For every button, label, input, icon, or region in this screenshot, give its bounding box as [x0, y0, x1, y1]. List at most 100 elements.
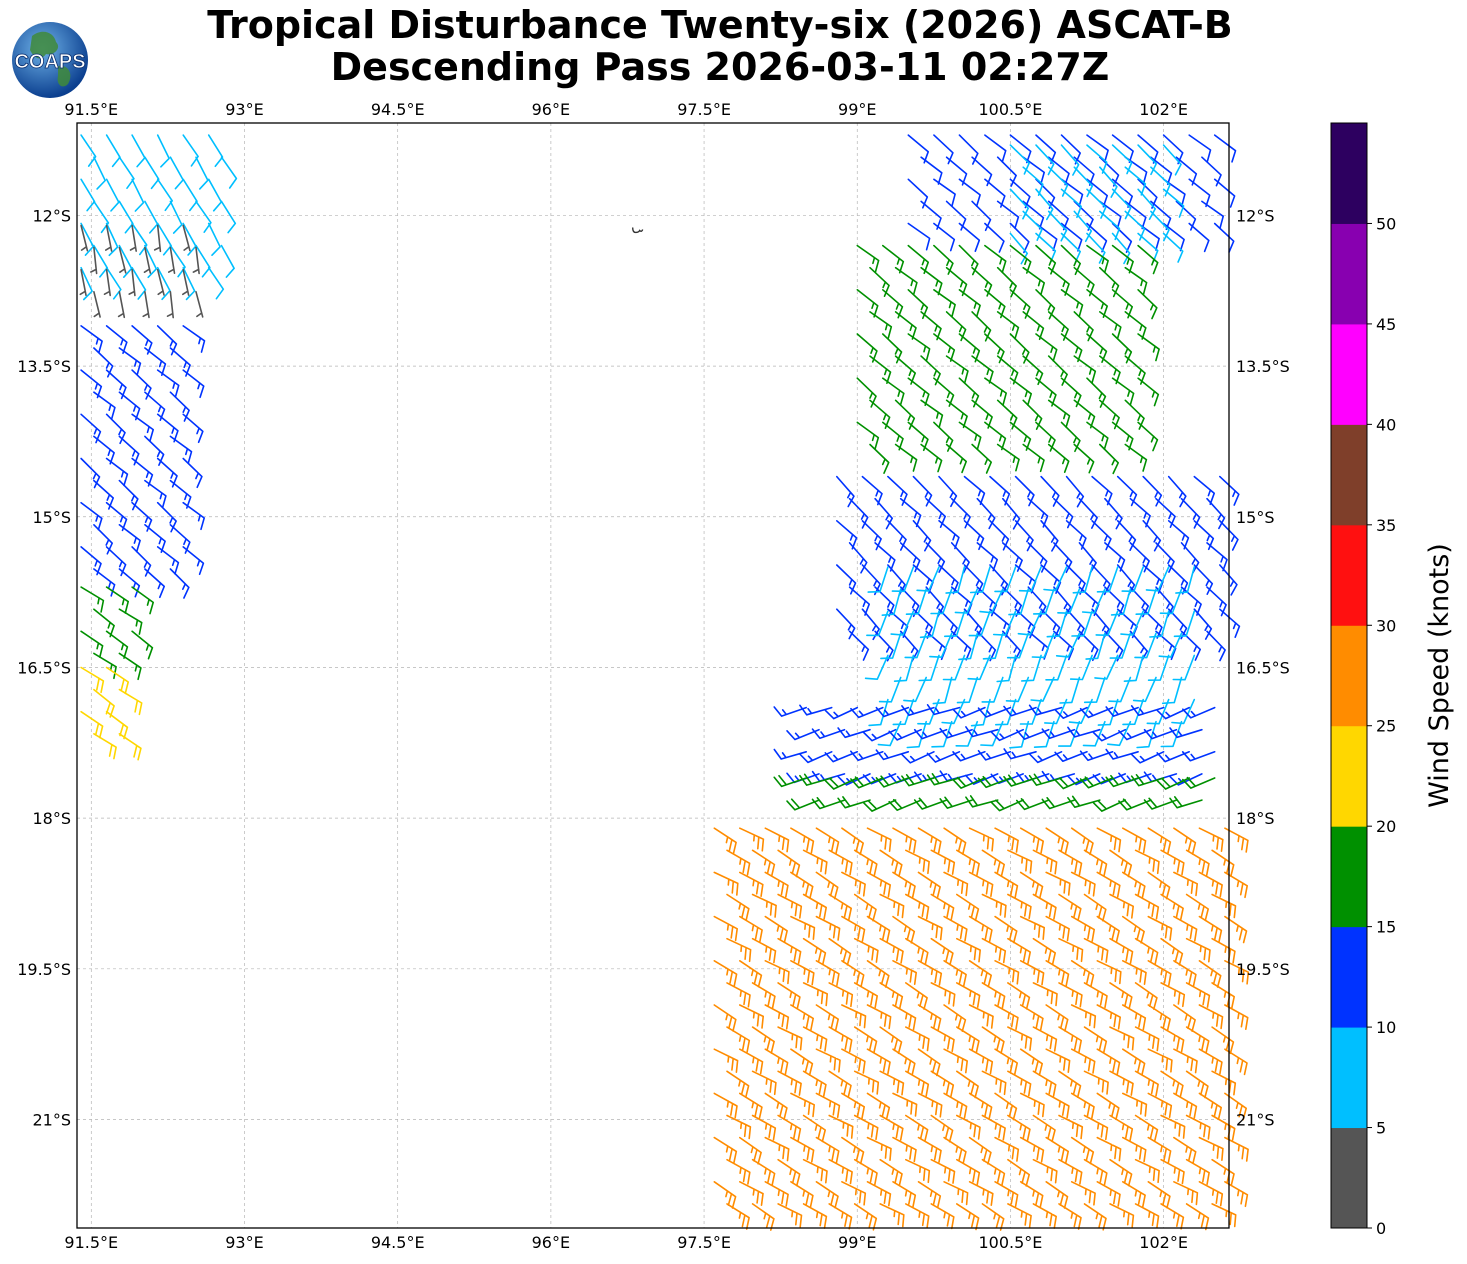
wind-barb [968, 960, 992, 988]
wind-barb [994, 960, 1020, 985]
wind-barb [1009, 720, 1030, 749]
wind-barb [773, 748, 807, 760]
wind-barb [1032, 1158, 1058, 1184]
lon-label-top: 100.5°E [978, 100, 1042, 119]
wind-barb [1073, 355, 1097, 384]
wind-barb [156, 178, 173, 212]
wind-barb [80, 666, 105, 694]
wind-barb [1185, 982, 1211, 1008]
lat-label-left: 16.5°S [17, 658, 71, 677]
wind-barb [1022, 399, 1043, 430]
wind-barb [1150, 166, 1171, 197]
wind-barb [1014, 475, 1035, 507]
wind-barb [1070, 915, 1095, 942]
wind-barb [739, 1092, 763, 1120]
wind-barb [131, 413, 154, 442]
wind-barb [1175, 200, 1197, 231]
wind-barb [882, 333, 903, 364]
wind-barb [1188, 222, 1210, 253]
wind-barb [836, 564, 857, 595]
wind-barb [968, 827, 994, 852]
wind-barb [777, 893, 803, 919]
wind-barb [1143, 771, 1178, 783]
wind-barb [131, 178, 145, 212]
wind-barb [1009, 377, 1032, 406]
wind-barb [877, 720, 902, 747]
colorbar-tick-label: 0 [1376, 1219, 1386, 1238]
wind-barb [93, 688, 115, 718]
wind-barb [144, 244, 158, 279]
wind-barb [90, 246, 98, 275]
wind-barb [1198, 827, 1224, 852]
wind-barb [1122, 960, 1147, 985]
wind-barb [131, 325, 153, 355]
wind-barb [1045, 1048, 1071, 1073]
wind-barb [945, 355, 969, 384]
wind-barb [1031, 632, 1055, 659]
wind-barb [143, 246, 152, 274]
wind-barb [930, 1026, 955, 1053]
wind-barb [905, 893, 930, 920]
wind-barb [1009, 289, 1031, 319]
wind-barb [1224, 827, 1249, 853]
wind-barb [1065, 475, 1085, 508]
wind-barb [861, 475, 883, 506]
wind-barb [933, 178, 956, 207]
wind-barb [1147, 960, 1172, 987]
wind-barb [131, 369, 152, 400]
wind-barb [93, 733, 117, 760]
wind-barb [1057, 588, 1081, 614]
wind-barb [1060, 289, 1084, 318]
wind-barb [1035, 421, 1056, 452]
wind-barb [1224, 1048, 1248, 1076]
wind-barb [971, 311, 992, 342]
wind-barb [965, 795, 999, 808]
wind-barb [905, 849, 930, 875]
wind-barb [891, 566, 915, 593]
wind-barb [866, 1048, 891, 1075]
wind-barb [866, 915, 891, 943]
wind-barb [1132, 676, 1157, 703]
wind-barb [156, 325, 178, 356]
wind-barb [1198, 1136, 1224, 1161]
wind-barb [1193, 520, 1215, 551]
wind-barb [713, 827, 737, 855]
wind-barb [879, 1026, 903, 1055]
wind-barb [1206, 630, 1226, 662]
wind-barb [862, 728, 897, 742]
wind-barb [195, 200, 212, 233]
colorbar-bin [1331, 625, 1367, 727]
wind-barb [1022, 355, 1044, 386]
wind-barb [943, 871, 969, 897]
wind-barb [907, 178, 929, 209]
wind-barb [195, 291, 204, 318]
wind-barb [1092, 799, 1127, 812]
wind-barb [869, 399, 891, 429]
wind-barb [956, 1026, 980, 1054]
wind-barb [841, 915, 866, 942]
wind-barb [905, 982, 928, 1010]
wind-barb [1224, 1136, 1249, 1162]
wind-barb [1007, 982, 1031, 1010]
wind-barb [828, 1026, 853, 1053]
wind-barb [802, 1114, 826, 1143]
wind-barb [815, 1048, 841, 1073]
wind-barb [1045, 915, 1070, 942]
wind-barb [1047, 311, 1069, 341]
wind-barb [930, 1203, 955, 1230]
wind-barb [1122, 1136, 1147, 1163]
lon-label-top: 94.5°E [371, 100, 425, 119]
wind-barb [118, 688, 143, 716]
wind-barb [80, 178, 96, 212]
wind-barb [128, 268, 136, 297]
wind-barb [984, 244, 1007, 274]
wind-barb [981, 1158, 1006, 1186]
lon-label-bottom: 93°E [225, 1233, 263, 1252]
wind-barb [836, 520, 858, 550]
wind-barb [1045, 871, 1071, 896]
wind-barbs [79, 134, 1250, 1231]
wind-barb [956, 1070, 979, 1099]
wind-barb [790, 1136, 815, 1163]
wind-barb [1155, 497, 1176, 528]
